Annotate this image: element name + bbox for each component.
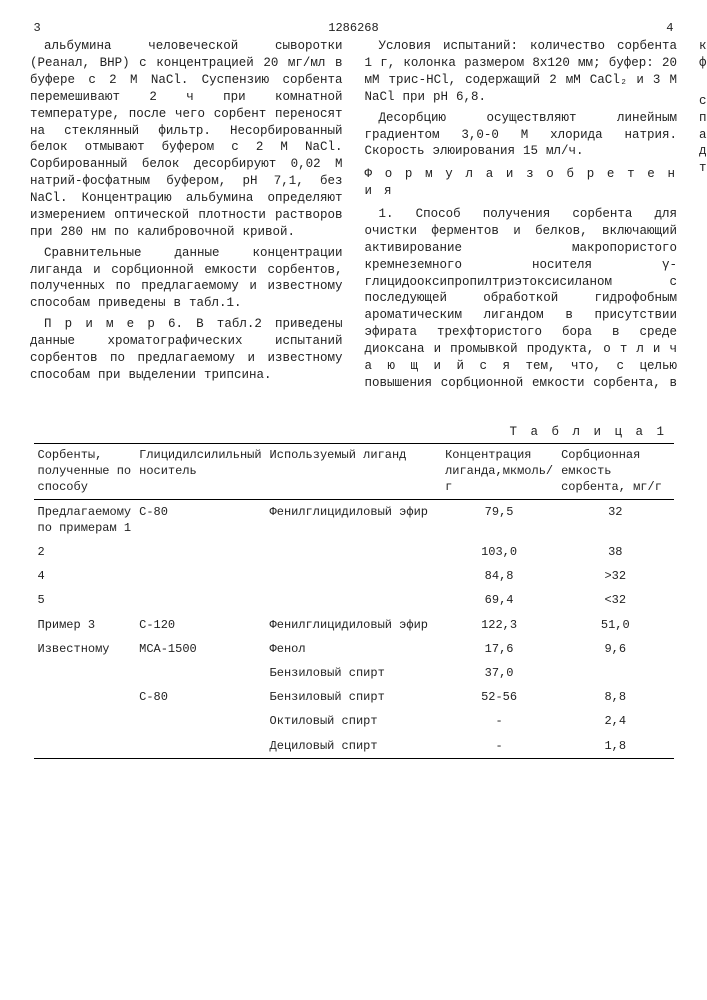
table-cell: С-80 <box>135 685 265 709</box>
body-text: альбумина человеческой сыворотки (Реанал… <box>30 38 677 418</box>
para: Десорбцию осуществляют линейным градиент… <box>365 110 678 161</box>
table-cell: 8,8 <box>557 685 673 709</box>
table-header-row: Сорбенты, полученные по способу Глицидил… <box>34 444 674 500</box>
para: альбумина человеческой сыворотки (Реанал… <box>30 38 343 241</box>
table-cell <box>266 588 442 612</box>
table-cell: Фенол <box>266 637 442 661</box>
table-cell <box>266 540 442 564</box>
col-header: Глицидилсилильный носитель <box>135 444 265 500</box>
table-cell <box>135 588 265 612</box>
table-cell: 2,4 <box>557 709 673 733</box>
table-cell <box>266 564 442 588</box>
table-row: Бензиловый спирт37,0 <box>34 661 674 685</box>
table-cell: 1,8 <box>557 734 673 759</box>
table-cell: 5 <box>34 588 136 612</box>
col-header: Используемый лиганд <box>266 444 442 500</box>
table-cell <box>135 564 265 588</box>
table-row: 5 69,4<32 <box>34 588 674 612</box>
table-row: Октиловый спирт-2,4 <box>34 709 674 733</box>
col-header: Сорбенты, полученные по способу <box>34 444 136 500</box>
col-header: Концентрация лиганда,мкмоль/г <box>441 444 557 500</box>
table-cell <box>135 661 265 685</box>
table-cell <box>135 734 265 759</box>
table-cell: 122,3 <box>441 613 557 637</box>
table-cell: 38 <box>557 540 673 564</box>
table-cell <box>135 540 265 564</box>
table-cell <box>34 734 136 759</box>
table-cell <box>557 661 673 685</box>
para: 2. Способ по п.1, о т л и ч а ю щ и й с … <box>699 76 707 177</box>
table-cell: 103,0 <box>441 540 557 564</box>
table-cell: 69,4 <box>441 588 557 612</box>
table-cell <box>34 685 136 709</box>
table-cell: >32 <box>557 564 673 588</box>
table-row: Предлагаемому по примерам 1С-80Фенилглиц… <box>34 499 674 540</box>
table-cell: Известному <box>34 637 136 661</box>
para: Сравнительные данные концентрации лиганд… <box>30 245 343 313</box>
doc-number: 1286268 <box>328 20 378 36</box>
table-cell <box>135 709 265 733</box>
table-cell: 2 <box>34 540 136 564</box>
table-cell: Бензиловый спирт <box>266 661 442 685</box>
table-cell <box>34 709 136 733</box>
page-right: 4 <box>666 20 673 36</box>
table-cell: 9,6 <box>557 637 673 661</box>
table-cell <box>34 661 136 685</box>
table-cell: С-120 <box>135 613 265 637</box>
table-row: ИзвестномуМСА-1500Фенол17,69,6 <box>34 637 674 661</box>
table-cell: 4 <box>34 564 136 588</box>
table-cell: МСА-1500 <box>135 637 265 661</box>
table-row: 2 103,038 <box>34 540 674 564</box>
table-cell: Бензиловый спирт <box>266 685 442 709</box>
table-cell: Фенилглицидиловый эфир <box>266 499 442 540</box>
table-title: Т а б л и ц а 1 <box>30 424 677 441</box>
table-cell: 79,5 <box>441 499 557 540</box>
col-header: Сорбционная емкость сорбента, мг/г <box>557 444 673 500</box>
table-1: Т а б л и ц а 1 Сорбенты, полученные по … <box>30 424 677 759</box>
table-cell: 51,0 <box>557 613 673 637</box>
table-row: С-80Бензиловый спирт52-568,8 <box>34 685 674 709</box>
table-row: 4 84,8>32 <box>34 564 674 588</box>
table-cell: 52-56 <box>441 685 557 709</box>
table-row: Дециловый спирт-1,8 <box>34 734 674 759</box>
formula-heading: Ф о р м у л а и з о б р е т е н и я <box>365 166 678 200</box>
table-cell: Октиловый спирт <box>266 709 442 733</box>
table-cell: <32 <box>557 588 673 612</box>
table-cell: Фенилглицидиловый эфир <box>266 613 442 637</box>
table-row: Пример 3С-120Фенилглицидиловый эфир122,3… <box>34 613 674 637</box>
table-cell: - <box>441 709 557 733</box>
table-cell: Предлагаемому по примерам 1 <box>34 499 136 540</box>
para: П р и м е р 6. В табл.2 приведены данные… <box>30 316 343 384</box>
table-cell: 84,8 <box>441 564 557 588</box>
table-cell: Дециловый спирт <box>266 734 442 759</box>
table-cell: - <box>441 734 557 759</box>
table-cell: 37,0 <box>441 661 557 685</box>
table-cell: 17,6 <box>441 637 557 661</box>
table-cell: 32 <box>557 499 673 540</box>
page-left: 3 <box>34 20 41 36</box>
table-cell: С-80 <box>135 499 265 540</box>
para: Условия испытаний: количество сорбента 1… <box>365 38 678 106</box>
table-cell: Пример 3 <box>34 613 136 637</box>
